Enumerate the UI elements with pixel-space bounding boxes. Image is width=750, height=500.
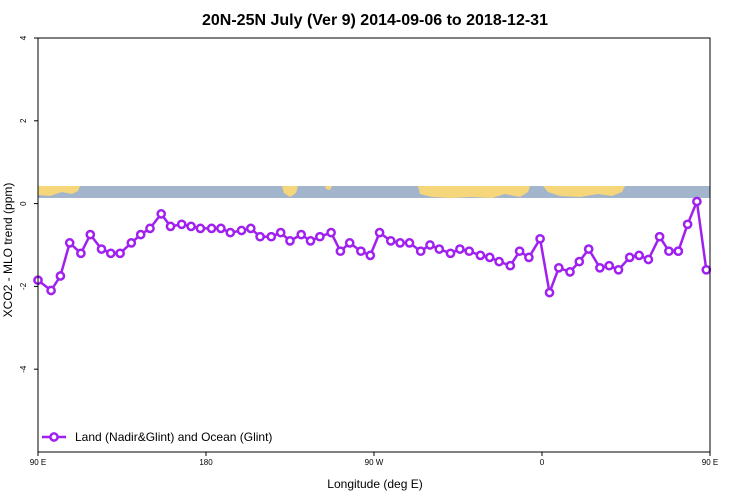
data-point [692, 196, 702, 207]
data-point [135, 229, 146, 240]
data-point [595, 262, 605, 273]
x-tick-label: 180 [199, 458, 213, 467]
data-point [565, 267, 575, 277]
data-point [701, 264, 712, 275]
x-tick-label: 90 W [365, 458, 384, 467]
legend: Land (Nadir&Glint) and Ocean (Glint) [42, 430, 272, 444]
data-point [255, 231, 265, 242]
data-point [305, 236, 316, 246]
y-axis-ticks: -4 -2 0 2 4 [19, 35, 38, 373]
data-point [574, 256, 585, 267]
data-point [225, 227, 236, 238]
data-point [186, 221, 196, 232]
data-point [494, 256, 504, 267]
data-point [195, 223, 206, 234]
land-mass-asia [38, 186, 80, 196]
data-point [682, 219, 693, 230]
land-mass-caribbean [325, 186, 332, 190]
data-point [395, 238, 405, 248]
data-point [206, 223, 217, 234]
data-point [624, 252, 635, 263]
data-point [374, 227, 385, 238]
data-point [46, 285, 56, 296]
legend-marker [49, 432, 59, 442]
data-point [475, 250, 486, 261]
data-point [415, 246, 426, 257]
data-point [673, 246, 684, 257]
y-tick-label: 0 [19, 201, 28, 206]
data-point [344, 238, 355, 248]
y-tick-label: 2 [19, 118, 28, 123]
land-mass-mexico [282, 186, 298, 197]
data-point [176, 219, 187, 230]
data-point [544, 287, 555, 298]
land-mass-arabia-india [543, 186, 625, 197]
land-mass-africa [418, 186, 530, 198]
data-point [105, 248, 116, 259]
series-line-segment [677, 200, 708, 270]
data-point [553, 262, 564, 273]
data-point [126, 238, 137, 248]
data-point [434, 244, 445, 254]
y-tick-label: 4 [19, 35, 28, 40]
data-point [315, 231, 325, 242]
data-point [514, 246, 525, 257]
data-point [96, 244, 107, 254]
x-axis-label: Longitude (deg E) [327, 477, 422, 491]
data-point [425, 240, 435, 250]
data-point [335, 246, 346, 257]
data-point [455, 244, 465, 254]
data-point [643, 254, 654, 265]
x-axis-ticks: 90 E 180 90 W 0 90 E [30, 452, 718, 467]
data-point [275, 227, 286, 238]
data-point [145, 223, 155, 234]
data-point [664, 246, 674, 257]
data-point [55, 271, 66, 281]
legend-label: Land (Nadir&Glint) and Ocean (Glint) [75, 430, 272, 444]
data-point [76, 248, 86, 259]
data-point [535, 233, 545, 244]
data-point [385, 236, 396, 246]
data-point [634, 250, 644, 261]
data-point [613, 264, 624, 275]
x-tick-label: 0 [540, 458, 545, 467]
x-tick-label: 90 E [702, 458, 718, 467]
data-point [404, 238, 415, 248]
data-point [296, 229, 307, 240]
data-point [445, 248, 456, 259]
data-point [464, 246, 475, 257]
data-point [505, 260, 516, 271]
data-point [266, 231, 277, 242]
data-point [654, 231, 665, 242]
data-point [356, 246, 366, 257]
data-point [285, 236, 295, 246]
data-point [216, 223, 226, 234]
data-point [326, 227, 336, 238]
series-layer [33, 196, 712, 298]
data-point [484, 252, 495, 263]
data-point [64, 238, 75, 248]
data-point [583, 244, 594, 254]
data-point [245, 223, 256, 234]
data-point [85, 229, 96, 240]
y-tick-label: -2 [19, 282, 28, 290]
data-point [604, 260, 615, 271]
data-point [365, 250, 376, 261]
data-point [524, 252, 534, 263]
y-axis-label: XCO2 - MLO trend (ppm) [1, 183, 15, 318]
ocean-band [38, 186, 710, 198]
y-tick-label: -4 [19, 365, 28, 373]
chart-title: 20N-25N July (Ver 9) 2014-09-06 to 2018-… [202, 12, 548, 29]
x-tick-label: 90 E [30, 458, 46, 467]
land-ocean-strip [38, 186, 710, 198]
data-point [156, 209, 167, 219]
data-point [236, 225, 247, 236]
data-point [165, 221, 176, 232]
data-point [115, 248, 125, 259]
